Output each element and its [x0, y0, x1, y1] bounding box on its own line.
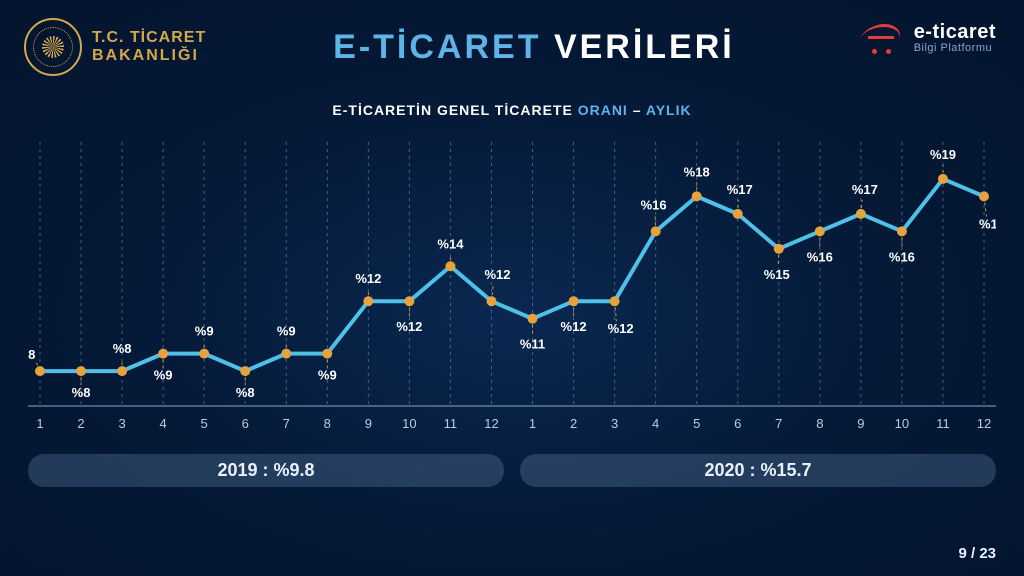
x-axis-label: 7 — [775, 416, 782, 431]
x-axis-label: 2 — [570, 416, 577, 431]
year-summary-2020: 2020 : %15.7 — [520, 454, 996, 487]
data-point — [199, 349, 209, 359]
data-point — [856, 209, 866, 219]
data-label: %12 — [355, 271, 381, 286]
x-axis-label: 9 — [857, 416, 864, 431]
header: T.C. TİCARET BAKANLIĞI E-TİCARET VERİLER… — [0, 0, 1024, 76]
data-point — [569, 296, 579, 306]
x-axis-label: 5 — [201, 416, 208, 431]
data-label: %16 — [641, 197, 667, 212]
pager-sep: / — [971, 545, 975, 562]
x-axis-label: 6 — [242, 416, 249, 431]
title-part1: E-TİCARET — [333, 28, 541, 66]
pager-total: 23 — [979, 545, 996, 562]
line-chart: %8 %8 %8 %9 %9 %8 %9 %9 %12 %12 %14 %12 %11 %12 %12 %16… — [28, 138, 996, 448]
data-label: %18 — [979, 216, 996, 231]
data-point — [651, 226, 661, 236]
subtitle-dash: – — [633, 102, 642, 118]
x-axis-label: 1 — [36, 416, 43, 431]
data-point — [404, 296, 414, 306]
data-label: %15 — [764, 267, 790, 282]
platform-line1: e-ticaret — [914, 22, 996, 42]
page-indicator: 9 / 23 — [958, 545, 996, 562]
x-axis-label: 5 — [693, 416, 700, 431]
page-title: E-TİCARET VERİLERİ — [206, 18, 861, 67]
data-point — [322, 349, 332, 359]
title-part2: VERİLERİ — [554, 28, 735, 66]
ministry-text: T.C. TİCARET BAKANLIĞI — [92, 29, 206, 65]
data-label: %8 — [28, 347, 35, 362]
data-label: %12 — [396, 319, 422, 334]
data-label: %8 — [236, 385, 255, 400]
data-label: %14 — [437, 236, 464, 251]
ministry-emblem-icon — [24, 18, 82, 76]
platform-line2: Bilgi Platformu — [914, 42, 996, 54]
data-label: %19 — [930, 147, 956, 162]
data-point — [692, 191, 702, 201]
data-point — [979, 191, 989, 201]
data-point — [897, 226, 907, 236]
data-label: %12 — [561, 319, 587, 334]
x-axis-label: 10 — [402, 416, 416, 431]
x-axis-label: 3 — [118, 416, 125, 431]
data-point — [158, 349, 168, 359]
x-axis-label: 10 — [895, 416, 909, 431]
ministry-line2: BAKANLIĞI — [92, 47, 206, 65]
data-point — [363, 296, 373, 306]
data-point — [281, 349, 291, 359]
chart-svg: %8 %8 %8 %9 %9 %8 %9 %9 %12 %12 %14 %12 %11 %12 %12 %16… — [28, 138, 996, 448]
cart-icon — [862, 24, 906, 52]
data-point — [733, 209, 743, 219]
data-point — [240, 366, 250, 376]
data-label: %12 — [608, 321, 634, 336]
data-label: %8 — [113, 341, 132, 356]
platform-brand: e-ticaret Bilgi Platformu — [862, 18, 996, 54]
data-label: %9 — [318, 368, 337, 383]
x-axis-label: 9 — [365, 416, 372, 431]
data-label: %12 — [484, 267, 510, 282]
data-label: %18 — [684, 164, 710, 179]
data-point — [445, 261, 455, 271]
x-axis-label: 2 — [77, 416, 84, 431]
x-axis-label: 11 — [936, 416, 950, 431]
data-point — [774, 244, 784, 254]
x-axis-label: 7 — [283, 416, 290, 431]
subtitle-part1: E-TİCARETİN GENEL TİCARETE — [332, 102, 572, 118]
data-point — [815, 226, 825, 236]
ministry-line1: T.C. TİCARET — [92, 29, 206, 47]
x-axis-label: 4 — [160, 416, 167, 431]
data-label: %9 — [195, 324, 214, 339]
data-label: %16 — [807, 249, 833, 264]
data-label: %16 — [889, 249, 915, 264]
data-point — [528, 314, 538, 324]
x-axis-label: 11 — [444, 416, 458, 431]
data-point — [35, 366, 45, 376]
data-point — [610, 296, 620, 306]
data-point — [486, 296, 496, 306]
x-axis-label: 4 — [652, 416, 659, 431]
x-axis-label: 3 — [611, 416, 618, 431]
subtitle-accent: ORANI — [578, 102, 628, 118]
pager-current: 9 — [958, 545, 966, 562]
ministry-brand: T.C. TİCARET BAKANLIĞI — [24, 18, 206, 76]
data-point — [117, 366, 127, 376]
x-axis-label: 8 — [324, 416, 331, 431]
data-label: %9 — [154, 368, 173, 383]
chart-subtitle: E-TİCARETİN GENEL TİCARETE ORANI – AYLIK — [0, 102, 1024, 118]
x-axis-label: 12 — [484, 416, 498, 431]
year-summary-2019: 2019 : %9.8 — [28, 454, 504, 487]
data-label: %17 — [852, 182, 878, 197]
x-axis-label: 1 — [529, 416, 536, 431]
data-label: %17 — [727, 182, 753, 197]
data-label: %9 — [277, 324, 296, 339]
year-summary-bars: 2019 : %9.8 2020 : %15.7 — [28, 454, 996, 487]
subtitle-part2: AYLIK — [646, 102, 692, 118]
x-axis-label: 6 — [734, 416, 741, 431]
data-point — [76, 366, 86, 376]
data-point — [938, 174, 948, 184]
data-label: %8 — [72, 385, 91, 400]
x-axis-label: 12 — [977, 416, 991, 431]
x-axis-label: 8 — [816, 416, 823, 431]
data-label: %11 — [520, 337, 545, 352]
